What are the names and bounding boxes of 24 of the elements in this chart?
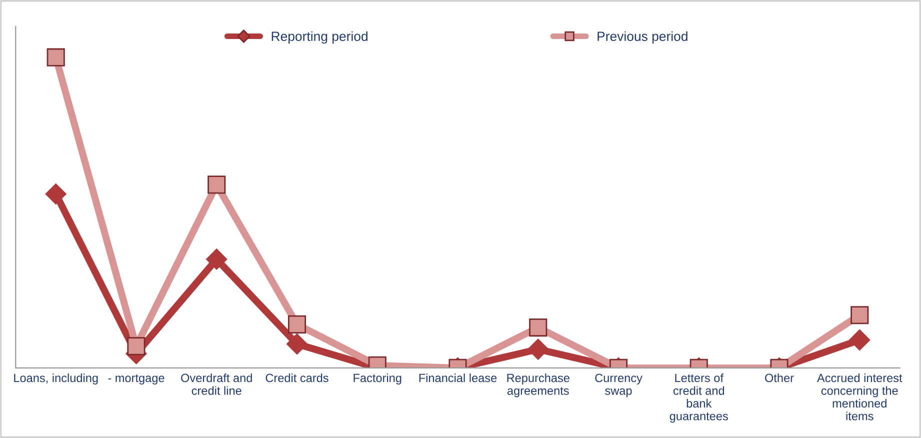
point	[208, 176, 226, 194]
x-tick-label: Financial lease	[419, 373, 497, 382]
x-tick-label: - mortgage	[108, 374, 164, 384]
point	[529, 318, 548, 337]
x-tick-label: Loans, including	[14, 373, 98, 384]
point	[45, 183, 66, 205]
x-tick-label: Accrued interest concerning the mentioned items	[817, 373, 902, 420]
point	[850, 306, 869, 324]
point	[849, 329, 870, 350]
point	[286, 333, 308, 355]
x-tick-label: Credit cards	[266, 373, 328, 382]
point	[528, 338, 549, 360]
x-tick-label: Letters of credit and bank guarantees	[670, 373, 728, 423]
x-tick-label: Overdraft and credit line	[181, 373, 252, 395]
x-tick-label: Factoring	[354, 373, 402, 384]
x-tick-label: Repurchase agreements	[507, 373, 570, 398]
x-tick-label: Other	[765, 373, 794, 382]
legend-label: Previous period	[598, 31, 688, 44]
point	[46, 48, 65, 66]
point	[288, 315, 306, 334]
x-tick-label: Currency swap	[595, 374, 642, 398]
point	[127, 337, 146, 356]
legend-label: Reporting period	[272, 31, 368, 44]
point	[206, 248, 228, 270]
